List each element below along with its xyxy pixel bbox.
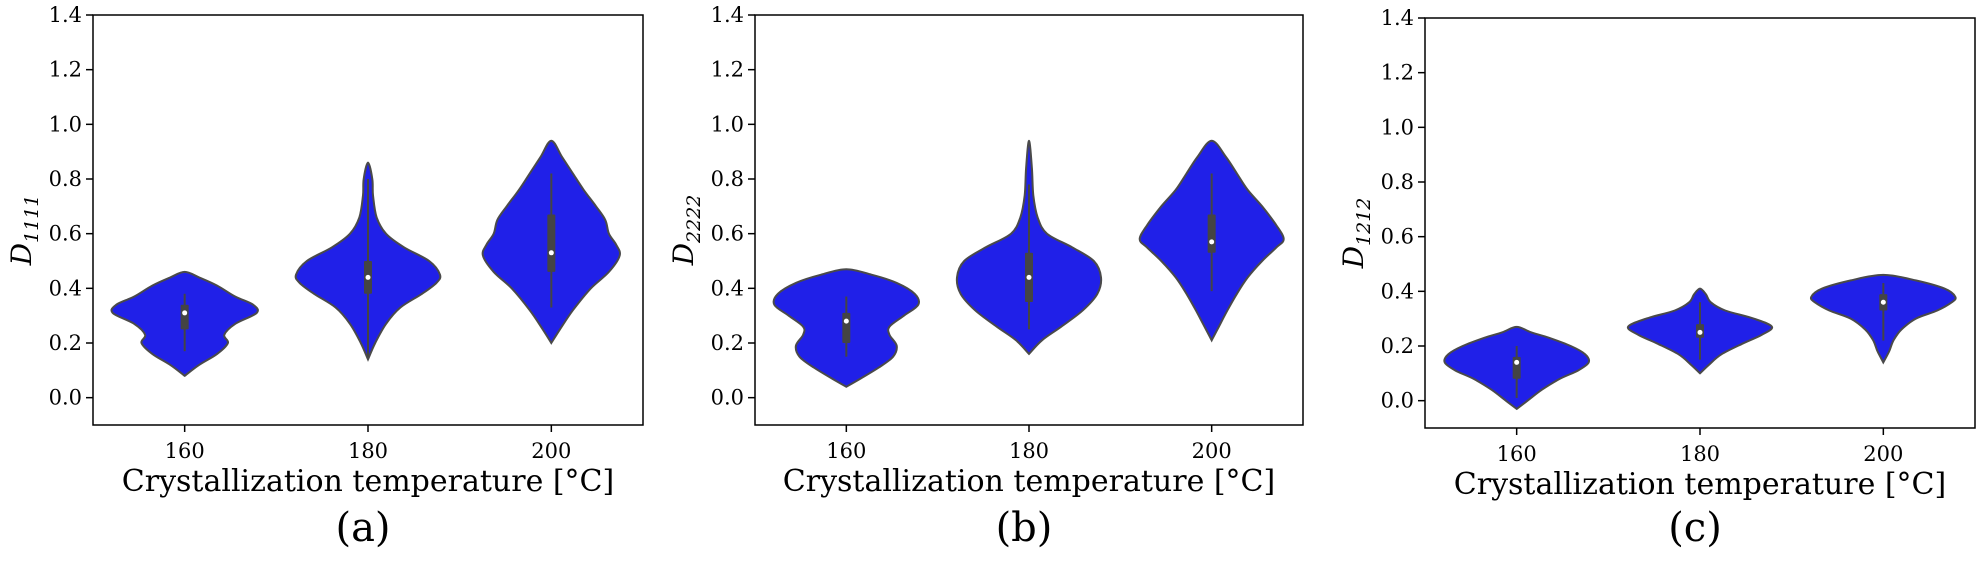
violin-iqr-box-200 <box>547 214 556 272</box>
panel-caption: (b) <box>996 505 1053 551</box>
y-axis-label-main: D <box>1337 246 1370 269</box>
y-axis-label: D2222 <box>667 195 705 267</box>
y-tick-label: 1.0 <box>711 112 744 136</box>
x-axis-label: Crystallization temperature [°C] <box>1454 467 1946 502</box>
y-tick-label: 1.0 <box>1381 115 1414 139</box>
y-tick-label: 1.4 <box>1381 6 1414 30</box>
y-tick-label: 0.6 <box>1381 225 1414 249</box>
panel-1: 0.0 0.2 0.4 0.6 0.8 1.0 1.2 1.4 160 180 200Crystal… <box>667 3 1304 551</box>
panel-0: 0.0 0.2 0.4 0.6 0.8 1.0 1.2 1.4 160 180 200Crystal… <box>5 3 644 551</box>
violin-iqr-box-200 <box>1207 214 1216 253</box>
panel-2: 0.0 0.2 0.4 0.6 0.8 1.0 1.2 1.4 160 180 200Crystal… <box>1337 6 1976 551</box>
y-tick-label: 0.0 <box>49 386 82 410</box>
y-tick-label: 0.4 <box>49 276 82 300</box>
x-tick-label: 160 <box>826 439 866 463</box>
y-tick-label: 0.0 <box>711 386 744 410</box>
y-tick-label: 1.2 <box>711 58 744 82</box>
x-tick-label: 180 <box>348 439 388 463</box>
x-tick-label: 160 <box>1497 442 1537 466</box>
panel-caption: (a) <box>335 505 390 551</box>
y-tick-label: 0.6 <box>49 222 82 246</box>
y-axis-label-text: D2222 <box>667 195 705 267</box>
y-tick-label: 0.2 <box>711 331 744 355</box>
violin-median-180 <box>365 274 371 280</box>
y-axis-label: D1111 <box>5 195 43 267</box>
y-axis-label-subscript: 1111 <box>21 195 43 243</box>
y-tick-label: 0.4 <box>1381 279 1414 303</box>
y-axis-label-main: D <box>667 243 700 266</box>
y-axis-label-text: D1111 <box>5 195 43 267</box>
x-tick-label: 200 <box>1192 439 1232 463</box>
y-axis-label-subscript: 1212 <box>1353 198 1375 246</box>
x-tick-label: 180 <box>1009 439 1049 463</box>
x-tick-label: 160 <box>165 439 205 463</box>
y-tick-label: 0.8 <box>49 167 82 191</box>
y-axis-label-subscript: 2222 <box>683 195 705 244</box>
violin-median-200 <box>1209 239 1215 245</box>
y-tick-label: 0.8 <box>711 167 744 191</box>
y-axis-label-text: D1212 <box>1337 198 1375 270</box>
y-tick-label: 0.0 <box>1381 389 1414 413</box>
y-tick-label: 1.2 <box>49 58 82 82</box>
y-tick-label: 0.6 <box>711 222 744 246</box>
y-axis-label-main: D <box>5 243 38 266</box>
y-tick-label: 0.2 <box>49 331 82 355</box>
x-tick-label: 200 <box>531 439 571 463</box>
violin-iqr-box-160 <box>842 312 851 343</box>
violin-median-160 <box>182 310 188 316</box>
y-tick-label: 1.2 <box>1381 61 1414 85</box>
violin-iqr-box-160 <box>180 304 189 330</box>
y-tick-label: 0.8 <box>1381 170 1414 194</box>
x-axis-label: Crystallization temperature [°C] <box>783 464 1275 499</box>
violin-median-160 <box>1514 359 1520 365</box>
panel-caption: (c) <box>1668 505 1722 551</box>
y-tick-label: 0.2 <box>1381 334 1414 358</box>
y-tick-label: 1.4 <box>49 3 82 27</box>
violin-median-160 <box>843 318 849 324</box>
violin-median-200 <box>1880 299 1886 305</box>
violin-median-200 <box>548 250 554 256</box>
y-axis-label: D1212 <box>1337 198 1375 270</box>
violin-median-180 <box>1026 274 1032 280</box>
y-tick-label: 0.4 <box>711 276 744 300</box>
x-tick-label: 180 <box>1680 442 1720 466</box>
y-tick-label: 1.4 <box>711 3 744 27</box>
x-tick-label: 200 <box>1863 442 1903 466</box>
violin-median-180 <box>1697 329 1703 335</box>
y-tick-label: 1.0 <box>49 112 82 136</box>
x-axis-label: Crystallization temperature [°C] <box>122 464 614 499</box>
